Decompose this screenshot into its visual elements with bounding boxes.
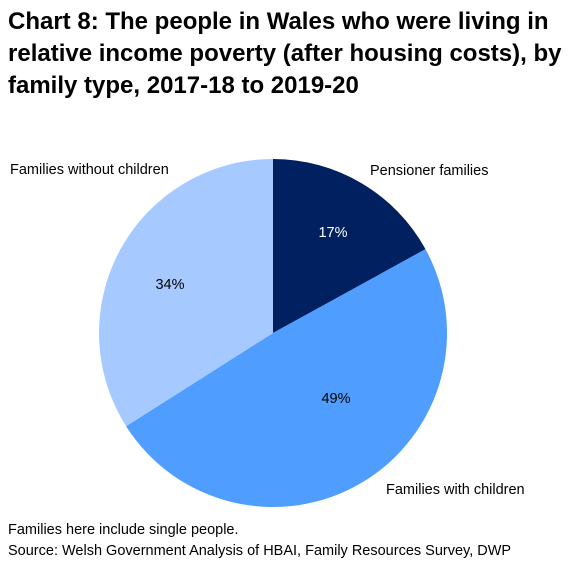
chart-title: Chart 8: The people in Wales who were li… — [8, 8, 562, 99]
pie-slices — [99, 159, 448, 507]
pie-value-labels: 17% 49% 34% — [155, 225, 350, 407]
pie-category-label: Families with children — [386, 482, 525, 498]
pie-category-label: Families without children — [10, 162, 169, 178]
chart-note: Families here include single people. — [8, 522, 239, 538]
pie-value-label: 34% — [155, 277, 184, 293]
pie-value-label: 17% — [318, 225, 347, 241]
pie-slice-pensioner-families — [273, 159, 426, 333]
pie-slice-families-without-children — [99, 159, 274, 427]
pie-category-label: Pensioner families — [370, 163, 488, 179]
pie-category-labels: Pensioner families Families with children… — [10, 162, 525, 498]
pie-value-label: 49% — [321, 391, 350, 407]
pie-slice-families-with-children — [126, 249, 448, 507]
chart-source: Source: Welsh Government Analysis of HBA… — [8, 543, 512, 559]
